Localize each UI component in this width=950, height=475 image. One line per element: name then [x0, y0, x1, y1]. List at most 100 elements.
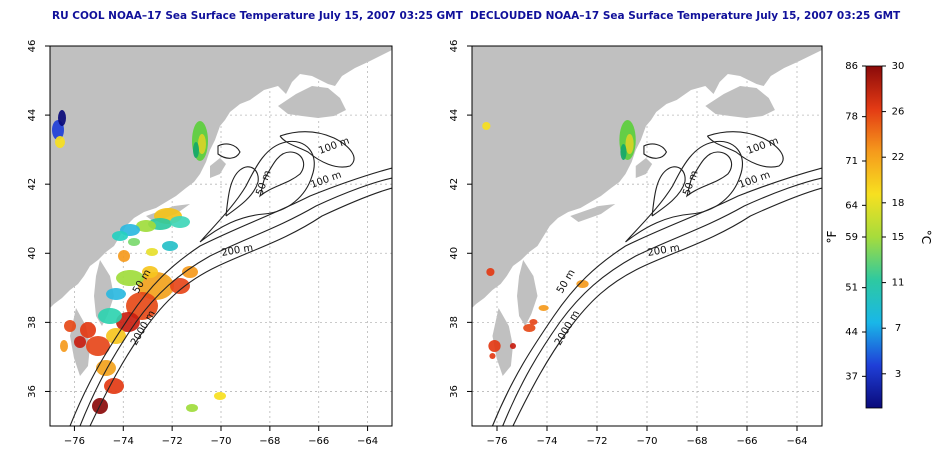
left-map-title: RU COOL NOAA–17 Sea Surface Temperature … [52, 10, 463, 22]
bathymetry-contour [279, 131, 355, 168]
fahrenheit-unit-label: °F [825, 230, 839, 243]
sst-patch [80, 322, 96, 338]
fahrenheit-tick-label: 71 [845, 156, 858, 167]
lon-tick-label: −76 [486, 436, 507, 447]
bathymetry-contour [706, 131, 784, 168]
sst-patch [170, 216, 190, 228]
bathymetry-contour [259, 151, 305, 198]
sst-patch [142, 266, 158, 278]
sst-patch [86, 336, 110, 356]
lat-tick-label: 40 [27, 247, 38, 260]
sst-patch [74, 336, 86, 348]
lon-tick-label: −68 [686, 436, 707, 447]
temperature-colorbar: 86 78 71 64 59 51 44 37 30 26 22 18 15 11 7 3 °F °C [825, 61, 933, 409]
celsius-tick-label: 3 [895, 369, 901, 380]
lon-tick-label: −64 [357, 436, 378, 447]
lon-tick-label: −66 [736, 436, 757, 447]
land-shape [570, 204, 616, 222]
lat-tick-label: 44 [449, 109, 460, 122]
bathymetry-contour [625, 140, 743, 243]
lon-tick-label: −74 [536, 436, 557, 447]
lon-tick-label: −70 [636, 436, 657, 447]
celsius-tick-label: 11 [892, 278, 905, 289]
bathymetry-contour [512, 187, 822, 426]
bathymetry-contour [79, 177, 392, 426]
sst-patch [186, 404, 198, 412]
fahrenheit-tick-label: 51 [845, 283, 858, 294]
celsius-tick-label: 18 [892, 198, 905, 209]
lon-tick-label: −70 [210, 436, 231, 447]
contour-label: 200 m [221, 243, 254, 259]
sst-patch [55, 136, 65, 148]
sst-patch [576, 280, 589, 288]
sst-patch [98, 308, 122, 324]
lon-tick-label: −68 [259, 436, 280, 447]
sst-patch [488, 340, 501, 352]
fahrenheit-tick-label: 37 [845, 371, 858, 382]
fahrenheit-tick-label: 78 [845, 112, 858, 123]
lon-tick-label: −66 [308, 436, 329, 447]
sst-patch [136, 220, 156, 232]
lat-tick-label: 38 [449, 316, 460, 329]
sst-patch [486, 268, 495, 276]
sst-patch [128, 238, 140, 246]
sst-patch [126, 292, 158, 320]
bathymetry-contour [643, 143, 668, 159]
lat-tick-label: 36 [449, 385, 460, 398]
lon-tick-label: −72 [586, 436, 607, 447]
sst-patch [96, 360, 116, 376]
sst-patch [625, 134, 634, 154]
celsius-unit-label: °C [919, 230, 933, 244]
colorbar-gradient [865, 65, 883, 409]
sst-patch [538, 305, 549, 311]
fahrenheit-tick-label: 59 [845, 232, 858, 243]
lon-tick-label: −72 [162, 436, 183, 447]
sst-patch [118, 250, 130, 262]
lat-tick-label: 40 [449, 247, 460, 260]
bathymetry-contour [225, 166, 259, 217]
bathymetry-contour [651, 166, 686, 217]
lat-tick-label: 42 [449, 178, 460, 191]
sst-patch [112, 231, 128, 241]
sst-patch [523, 324, 536, 332]
lat-tick-label: 36 [27, 385, 38, 398]
celsius-tick-label: 7 [895, 323, 901, 334]
sst-patch [146, 248, 158, 256]
sst-patch [509, 343, 517, 349]
celsius-tick-label: 26 [892, 107, 905, 118]
land-shape [472, 46, 822, 308]
celsius-tick-label: 30 [892, 61, 905, 72]
sst-patch [489, 353, 496, 359]
sst-patch [106, 288, 126, 300]
lat-tick-label: 42 [27, 178, 38, 191]
fahrenheit-tick-label: 64 [845, 200, 858, 211]
land-shape [705, 86, 775, 118]
land-shape [50, 46, 392, 308]
bathymetry-contour [685, 151, 733, 198]
lon-tick-label: −64 [786, 436, 807, 447]
lon-tick-label: −74 [113, 436, 134, 447]
sst-patch [58, 110, 66, 126]
land-shape [517, 260, 538, 326]
lat-tick-label: 44 [27, 109, 38, 122]
sst-patch [104, 378, 124, 394]
sst-patch [106, 328, 126, 344]
sst-patch [214, 392, 226, 400]
sst-patch [193, 142, 199, 158]
land-shape [278, 86, 346, 118]
sst-patch [198, 134, 206, 154]
land-shape [635, 158, 653, 178]
lon-tick-label: −76 [64, 436, 85, 447]
bathymetry-contour [502, 177, 822, 426]
bathymetry-contour [199, 140, 315, 243]
fahrenheit-tick-label: 44 [845, 327, 858, 338]
sst-patch [116, 312, 140, 332]
land-shape [492, 308, 513, 376]
sst-patch [529, 319, 538, 325]
lat-tick-label: 46 [449, 40, 460, 53]
lat-tick-label: 38 [27, 316, 38, 329]
bathymetry-contour [69, 167, 392, 426]
